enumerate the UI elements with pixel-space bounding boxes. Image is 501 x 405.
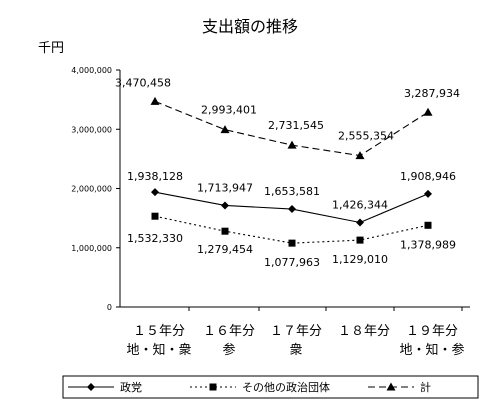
- data-point: [221, 227, 229, 235]
- data-label: 1,378,989: [400, 238, 456, 251]
- series-line: [154, 215, 429, 244]
- x-category-label: １９年分: [406, 324, 458, 339]
- data-label: 2,555,354: [338, 130, 394, 143]
- chart-title: 支出額の推移: [202, 17, 298, 36]
- data-point: [288, 239, 296, 247]
- data-point: [423, 107, 433, 116]
- data-point: [150, 96, 160, 105]
- series-layer: [150, 96, 433, 247]
- data-label: 1,279,454: [197, 243, 253, 256]
- x-category-sublabel: 衆: [289, 342, 302, 358]
- x-category-sublabel: 地・知・参: [399, 342, 464, 358]
- data-label: 1,713,947: [197, 181, 253, 194]
- x-category-label: １６年分: [203, 324, 255, 339]
- legend: 政党 その他の政治団体 計: [68, 380, 431, 394]
- data-labels-layer: 1,938,128 1,713,947 1,653,581 1,426,344 1,90…: [115, 76, 460, 269]
- legend-marker: [87, 383, 95, 391]
- x-category-sublabel: 地・知・衆: [126, 342, 191, 358]
- data-point: [288, 205, 296, 214]
- legend-label: 政党: [120, 380, 142, 394]
- legend-marker: [209, 383, 217, 391]
- data-label: 1,532,330: [127, 232, 183, 245]
- data-point: [221, 201, 229, 210]
- data-point: [151, 188, 159, 197]
- data-label: 1,077,963: [264, 256, 320, 269]
- legend-label: 計: [420, 380, 431, 394]
- x-category-label: １５年分: [133, 324, 185, 339]
- legend-label: その他の政治団体: [242, 380, 330, 394]
- x-category-sublabel: 参: [222, 342, 235, 358]
- y-tick-label: 2,000,000: [71, 185, 112, 194]
- x-category-label: １７年分: [270, 324, 322, 339]
- data-label: 1,653,581: [264, 185, 320, 198]
- y-tick-label: 3,000,000: [71, 125, 112, 134]
- data-point: [220, 125, 230, 134]
- data-label: 1,129,010: [332, 253, 388, 266]
- data-point: [356, 218, 364, 227]
- legend-box: [62, 375, 479, 399]
- data-label: 3,287,934: [404, 87, 460, 100]
- y-tick-label: 4,000,000: [71, 66, 112, 75]
- data-point: [287, 140, 297, 149]
- data-point: [424, 221, 432, 229]
- x-category-label: １８年分: [338, 324, 390, 339]
- y-axis-unit-label: 千円: [38, 41, 64, 56]
- y-tick-label: 1,000,000: [71, 244, 112, 253]
- data-point: [151, 212, 159, 220]
- y-axis-ticks: 0 1,000,000 2,000,000 3,000,000 4,000,000: [71, 66, 120, 312]
- data-label: 2,731,545: [268, 119, 324, 132]
- data-label: 1,426,344: [332, 198, 388, 211]
- y-tick-label: 0: [107, 303, 112, 312]
- data-label: 2,993,401: [201, 104, 257, 117]
- data-point: [356, 236, 364, 244]
- data-point: [424, 189, 432, 198]
- data-label: 1,938,128: [127, 170, 183, 183]
- data-label: 1,908,946: [400, 170, 456, 183]
- data-point: [355, 151, 365, 160]
- legend-marker: [386, 382, 396, 391]
- data-label: 3,470,458: [115, 76, 171, 89]
